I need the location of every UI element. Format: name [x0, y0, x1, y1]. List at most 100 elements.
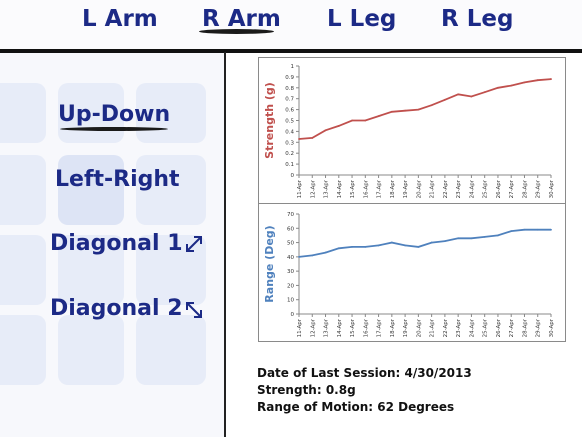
range-data-point [470, 237, 473, 240]
background-tile [0, 155, 46, 225]
background-tile [58, 315, 124, 385]
strength-series-line [298, 78, 552, 140]
range-data-point [404, 244, 407, 247]
range-x-tick-label: 27-Apr [509, 318, 515, 337]
range-chart: 0 10 20 30 40 50 60 70 11-Apr 12-Apr 13-Apr 14-Apr 1… [263, 212, 555, 337]
background-tile [58, 155, 124, 225]
range-x-tick-label: 15-Apr [350, 318, 356, 337]
range-x-tick-label: 20-Apr [416, 318, 422, 337]
strength-data-point [510, 84, 513, 87]
strength-x-tick-label: 17-Apr [377, 179, 383, 198]
range-data-point [364, 245, 367, 248]
range-y-tick-label: 40 [287, 255, 294, 261]
range-x-tick-label: 29-Apr [536, 318, 542, 337]
strength-data-point [377, 115, 380, 118]
motion-type-panel [0, 53, 224, 437]
tab-right-arm[interactable]: R Arm [202, 6, 281, 32]
range-x-tick-label: 11-Apr [297, 318, 303, 337]
range-data-point [483, 235, 486, 238]
strength-x-tick-label: 28-Apr [522, 179, 528, 198]
range-data-point [510, 230, 513, 233]
strength-data-point [470, 95, 473, 98]
strength-x-tick-label: 22-Apr [443, 179, 449, 198]
range-data-point [536, 228, 539, 231]
strength-y-tick-label: 0.5 [285, 119, 294, 125]
charts-separator [258, 203, 566, 204]
strength-data-point [417, 108, 420, 111]
range-x-tick-label: 17-Apr [377, 318, 383, 337]
strength-y-tick-label: 0.2 [285, 151, 294, 157]
background-tile [58, 83, 124, 143]
diagonal-arrow-ne-sw-icon [186, 236, 202, 252]
panel-divider [224, 52, 226, 437]
range-data-point [390, 241, 393, 244]
strength-y-tick-label: 0 [291, 173, 295, 179]
motion-up-down[interactable]: Up-Down [58, 102, 171, 127]
range-x-tick-label: 14-Apr [337, 318, 343, 337]
session-strength: Strength: 0.8g [257, 383, 356, 397]
strength-y-tick-label: 0.7 [285, 97, 294, 103]
range-y-tick-label: 10 [287, 298, 294, 304]
tab-right-leg[interactable]: R Leg [441, 6, 514, 32]
range-data-point [443, 240, 446, 243]
range-x-tick-label: 26-Apr [496, 318, 502, 337]
background-tile [136, 83, 206, 143]
range-x-tick-label: 13-Apr [324, 318, 330, 337]
strength-data-point [364, 119, 367, 122]
range-x-tick-label: 25-Apr [483, 318, 489, 337]
strength-y-axis-label: Strength (g) [263, 82, 276, 159]
range-x-tick-label: 24-Apr [469, 318, 475, 337]
strength-x-tick-label: 18-Apr [390, 179, 396, 198]
range-series-line [298, 228, 551, 258]
range-x-tick-label: 19-Apr [403, 318, 409, 337]
charts-frame [258, 57, 566, 342]
range-x-tick-label: 12-Apr [310, 318, 316, 337]
range-x-tick-label: 28-Apr [522, 318, 528, 337]
range-data-point [311, 254, 314, 257]
strength-y-tick-label: 0.8 [285, 86, 294, 92]
strength-data-point [298, 138, 300, 140]
strength-y-tick-label: 0.9 [285, 75, 294, 81]
tab-left-arm[interactable]: L Arm [82, 6, 158, 32]
range-x-tick-label: 16-Apr [363, 318, 369, 337]
range-data-point [377, 244, 380, 247]
session-range-of-motion: Range of Motion: 62 Degrees [257, 400, 455, 414]
last-session-date: Date of Last Session: 4/30/2013 [257, 366, 472, 380]
background-tile [136, 315, 206, 385]
limb-tab-bar: L Arm R Arm L Leg R Leg [0, 0, 582, 50]
strength-data-point [404, 109, 407, 112]
background-tile [136, 235, 206, 305]
strength-x-tick-label: 16-Apr [363, 179, 369, 198]
range-y-tick-label: 70 [287, 212, 294, 218]
strength-data-point [324, 129, 327, 132]
strength-x-tick-label: 13-Apr [324, 179, 330, 198]
strength-x-tick-label: 30-Apr [549, 179, 555, 198]
range-x-tick-label: 23-Apr [456, 318, 462, 337]
range-data-point [523, 228, 526, 231]
strength-x-tick-label: 11-Apr [297, 179, 303, 198]
strength-data-point [457, 93, 460, 96]
range-data-point [550, 228, 552, 231]
range-data-point [497, 234, 499, 237]
tab-left-leg[interactable]: L Leg [327, 6, 397, 32]
strength-data-point [351, 119, 353, 122]
range-x-tick-label: 30-Apr [549, 318, 555, 337]
range-data-point [351, 245, 353, 248]
strength-x-tick-label: 29-Apr [536, 179, 542, 198]
header-divider [0, 49, 582, 53]
strength-data-point [443, 98, 446, 101]
strength-data-point [390, 110, 393, 113]
range-y-tick-label: 30 [287, 269, 294, 275]
strength-y-tick-label: 0.3 [285, 140, 294, 146]
strength-data-point [311, 137, 314, 139]
strength-x-tick-label: 19-Apr [403, 179, 409, 198]
range-data-point [457, 237, 460, 240]
background-tile [0, 235, 46, 305]
strength-x-tick-label: 26-Apr [496, 179, 502, 198]
strength-data-point [483, 91, 486, 94]
strength-chart: 0 0.1 0.2 0.3 0.4 0.5 0.6 0.7 0.8 0.9 1 11-Apr 12-Ap… [263, 64, 555, 198]
range-y-tick-label: 50 [287, 241, 294, 247]
motion-left-right[interactable]: Left-Right [55, 167, 180, 192]
range-data-point [324, 251, 327, 254]
